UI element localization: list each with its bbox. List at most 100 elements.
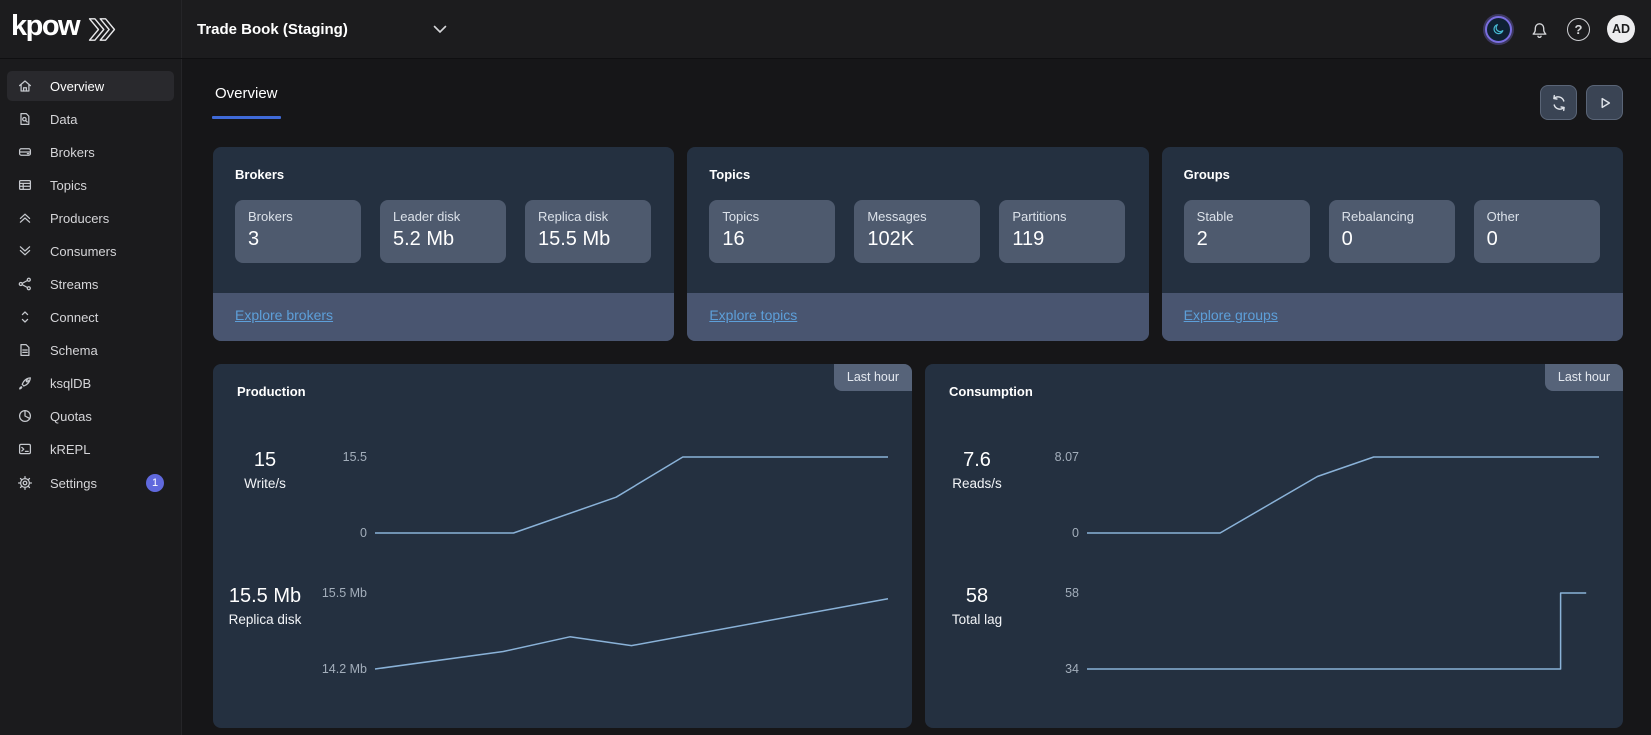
sidebar-item-quotas[interactable]: Quotas — [7, 401, 174, 431]
total-lag-row: 58 Total lag 58 34 — [945, 577, 1603, 677]
read-rate-sparkline: 8.07 0 — [1009, 441, 1603, 541]
topics-card-footer: Explore topics — [687, 293, 1149, 341]
home-icon — [17, 78, 34, 94]
read-rate-row: 7.6 Reads/s 8.07 0 — [945, 441, 1603, 541]
svg-text:0: 0 — [360, 526, 367, 540]
svg-text:15.5 Mb: 15.5 Mb — [322, 586, 367, 600]
sort-arrows-icon — [17, 309, 34, 325]
kpow-logo: kpow — [0, 0, 182, 58]
stat-tile-stable: Stable 2 — [1183, 200, 1310, 263]
stat-tile-brokers: Brokers 3 — [235, 200, 361, 263]
sidebar-item-producers[interactable]: Producers — [7, 203, 174, 233]
play-icon — [1596, 94, 1614, 112]
replica-disk-sparkline: 15.5 Mb 14.2 Mb — [297, 577, 892, 677]
svg-text:14.2 Mb: 14.2 Mb — [322, 662, 367, 676]
kpow-logo-chevrons-icon — [86, 17, 118, 42]
replica-disk-stat: 15.5 Mb Replica disk — [228, 585, 302, 627]
write-rate-stat: 15 Write/s — [244, 449, 286, 491]
consumption-card: Last hour Consumption 7.6 Reads/s 8.07 0 … — [925, 364, 1623, 728]
refresh-button[interactable] — [1540, 85, 1577, 120]
topbar-actions: ? AD — [1485, 15, 1651, 43]
write-rate-row: 15 Write/s 15.5 0 — [233, 441, 892, 541]
chart-title: Consumption — [949, 384, 1033, 399]
sidebar-item-streams[interactable]: Streams — [7, 269, 174, 299]
question-mark-icon: ? — [1574, 21, 1583, 37]
table-grid-icon — [17, 177, 34, 193]
groups-card: Groups Stable 2 Rebalancing 0 Other 0 — [1161, 147, 1623, 341]
sidebar-item-label: Quotas — [50, 408, 92, 424]
card-title: Brokers — [235, 167, 285, 182]
sidebar-item-connect[interactable]: Connect — [7, 302, 174, 332]
sidebar-item-topics[interactable]: Topics — [7, 170, 174, 200]
topbar: kpow Trade Book (Staging) — [0, 0, 1651, 59]
page-title: Overview — [215, 85, 278, 102]
stat-tile-leader-disk: Leader disk 5.2 Mb — [380, 200, 506, 263]
document-search-icon — [17, 111, 34, 127]
sidebar-item-label: Overview — [50, 78, 105, 94]
settings-badge: 1 — [146, 474, 164, 492]
stat-tile-rebalancing: Rebalancing 0 — [1328, 200, 1455, 263]
explore-brokers-link[interactable]: Explore brokers — [235, 307, 334, 323]
sidebar-item-label: kREPL — [50, 441, 91, 457]
sidebar-item-consumers[interactable]: Consumers — [7, 236, 174, 266]
sidebar-item-schema[interactable]: Schema — [7, 335, 174, 365]
notifications-button[interactable] — [1529, 20, 1550, 39]
cluster-selector-label: Trade Book (Staging) — [197, 20, 348, 38]
play-button[interactable] — [1586, 85, 1623, 120]
stat-tile-messages: Messages 102K — [854, 200, 981, 263]
stat-tile-other: Other 0 — [1473, 200, 1600, 263]
sidebar-item-label: ksqlDB — [50, 375, 92, 391]
bell-icon — [1529, 20, 1550, 39]
stat-tile-replica-disk: Replica disk 15.5 Mb — [525, 200, 651, 263]
toolbar — [1540, 85, 1623, 120]
sidebar-item-label: Data — [50, 111, 78, 127]
sidebar-item-label: Consumers — [50, 243, 117, 259]
sidebar-item-brokers[interactable]: Brokers — [7, 137, 174, 167]
brokers-card-tiles: Brokers 3 Leader disk 5.2 Mb Replica dis… — [213, 182, 674, 263]
stat-tile-topics: Topics 16 — [709, 200, 836, 263]
theme-toggle-button[interactable] — [1485, 15, 1512, 43]
tab-overview[interactable]: Overview — [212, 85, 281, 119]
sidebar-item-settings[interactable]: Settings 1 — [7, 467, 174, 499]
chart-title: Production — [237, 384, 306, 399]
sidebar-item-overview[interactable]: Overview — [7, 71, 174, 101]
last-hour-badge: Last hour — [1544, 364, 1623, 391]
sidebar: Overview Data Brokers Topics Producers — [0, 59, 182, 735]
brokers-card: Brokers Brokers 3 Leader disk 5.2 Mb Rep… — [213, 147, 675, 341]
chevrons-up-icon — [17, 210, 34, 226]
last-hour-badge: Last hour — [833, 364, 912, 391]
svg-text:8.07: 8.07 — [1055, 450, 1079, 464]
total-lag-stat: 58 Total lag — [951, 585, 1003, 627]
main-content: Overview — [182, 59, 1651, 735]
server-disk-icon — [17, 144, 34, 160]
content-header: Overview — [212, 85, 1623, 120]
terminal-icon — [17, 441, 34, 457]
sidebar-item-label: Streams — [50, 276, 99, 292]
explore-groups-link[interactable]: Explore groups — [1183, 307, 1278, 323]
help-button[interactable]: ? — [1567, 17, 1590, 41]
rocket-icon — [17, 375, 34, 391]
sidebar-item-label: Topics — [50, 177, 87, 193]
card-title: Groups — [1183, 167, 1230, 182]
sidebar-item-label: Producers — [50, 210, 110, 226]
sidebar-item-label: Schema — [50, 342, 98, 358]
svg-text:15.5: 15.5 — [343, 450, 367, 464]
sidebar-item-label: Brokers — [50, 144, 95, 160]
summary-cards-row: Brokers Brokers 3 Leader disk 5.2 Mb Rep… — [213, 147, 1623, 341]
brokers-card-footer: Explore brokers — [213, 293, 675, 341]
write-rate-sparkline: 15.5 0 — [297, 441, 892, 541]
sidebar-item-ksqldb[interactable]: ksqlDB — [7, 368, 174, 398]
sidebar-item-data[interactable]: Data — [7, 104, 174, 134]
svg-text:34: 34 — [1065, 662, 1079, 676]
avatar-initials: AD — [1611, 22, 1631, 36]
sidebar-item-krepl[interactable]: kREPL — [7, 434, 174, 464]
explore-topics-link[interactable]: Explore topics — [709, 307, 798, 323]
read-rate-stat: 7.6 Reads/s — [952, 449, 1002, 491]
sidebar-item-label: Connect — [50, 309, 99, 325]
document-lines-icon — [17, 342, 34, 358]
user-avatar[interactable]: AD — [1607, 15, 1635, 43]
moon-icon — [1491, 22, 1506, 37]
tab-underline — [212, 116, 281, 119]
cluster-selector[interactable]: Trade Book (Staging) — [197, 21, 447, 38]
stat-tile-partitions: Partitions 119 — [999, 200, 1126, 263]
